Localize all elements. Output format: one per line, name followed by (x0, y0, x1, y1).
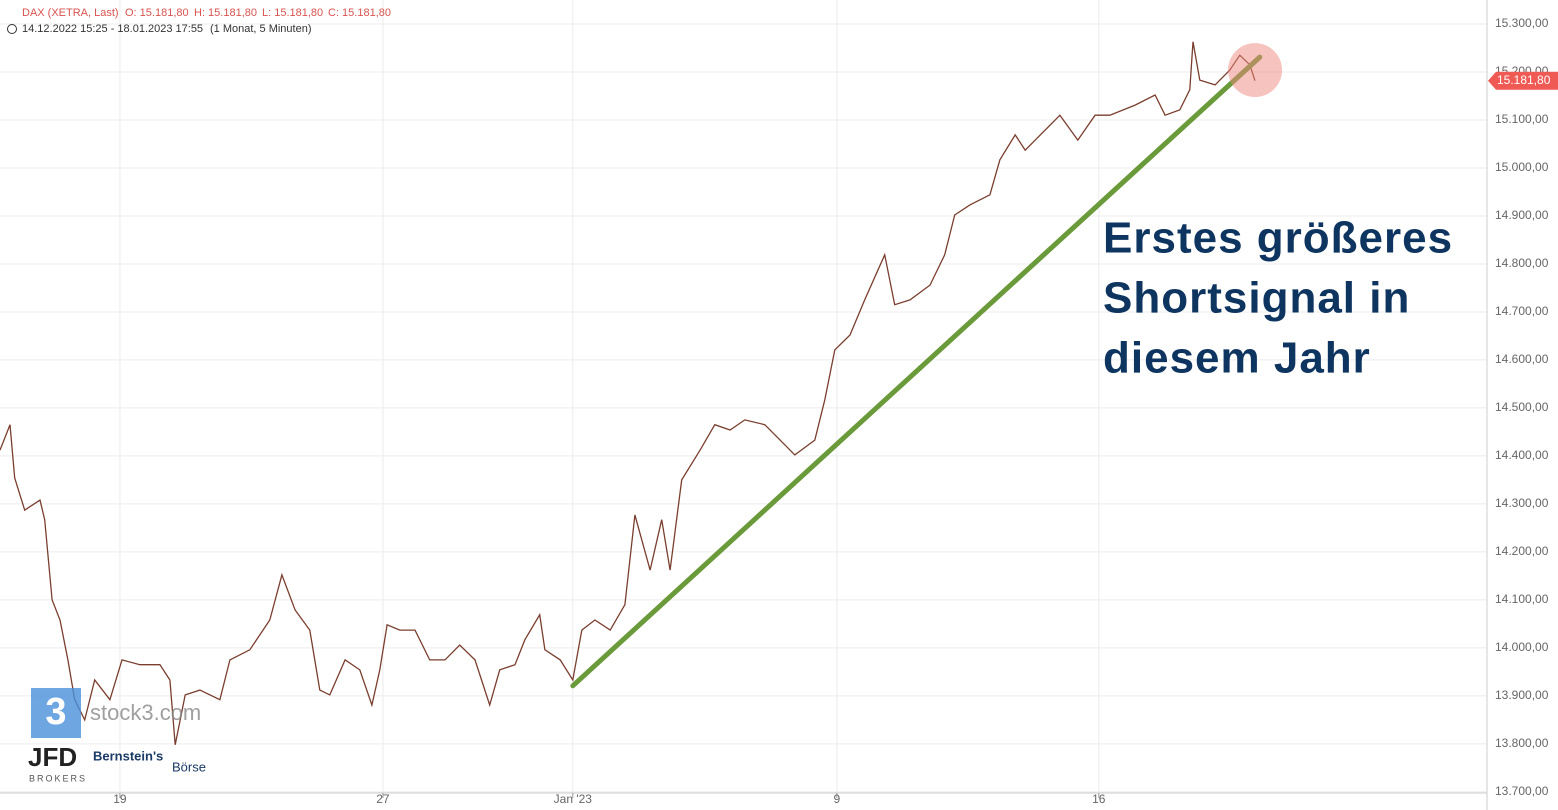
boerse-logo: Börse (172, 759, 206, 774)
y-tick-label: 14.400,00 (1495, 448, 1549, 462)
y-tick-label: 14.700,00 (1495, 304, 1549, 318)
y-tick-label: 15.100,00 (1495, 112, 1549, 126)
last-price-tag (1488, 71, 1558, 90)
y-tick-label: 13.700,00 (1495, 784, 1549, 798)
plot (0, 41, 1283, 745)
y-tick-label: 15.000,00 (1495, 160, 1549, 174)
x-tick-label: 19 (113, 792, 127, 806)
low: L: 15.181,80 (262, 7, 323, 19)
stock3-digit: 3 (45, 691, 66, 733)
annotation-line: Erstes größeres (1103, 214, 1453, 263)
y-tick-label: 14.200,00 (1495, 544, 1549, 558)
y-tick-label: 14.800,00 (1495, 256, 1549, 270)
open: O: 15.181,80 (125, 7, 189, 19)
instrument: DAX (XETRA, Last) (22, 7, 119, 19)
x-tick-label: 27 (376, 792, 390, 806)
high: H: 15.181,80 (194, 7, 257, 19)
date-range: 14.12.2022 15:25 - 18.01.2023 17:55 (22, 23, 203, 35)
grid (0, 0, 1487, 793)
y-tick-label: 13.800,00 (1495, 736, 1549, 750)
trendline (570, 54, 1263, 689)
jfd-logo: JFD (28, 742, 77, 772)
stock3-logo (31, 688, 81, 738)
price-line (0, 41, 1256, 745)
y-tick-label: 14.500,00 (1495, 400, 1549, 414)
x-tick-label: 16 (1092, 792, 1106, 806)
clock-icon (7, 24, 17, 34)
y-tick-label: 14.000,00 (1495, 640, 1549, 654)
y-tick-label: 14.900,00 (1495, 208, 1549, 222)
x-tick-label: 9 (834, 792, 841, 806)
y-tick-label: 14.600,00 (1495, 352, 1549, 366)
y-tick-label: 15.300,00 (1495, 16, 1549, 30)
highlight (1228, 43, 1283, 98)
stock3-text: stock3.com (90, 700, 201, 725)
y-tick-label: 14.100,00 (1495, 592, 1549, 606)
last-price-label: 15.181,80 (1497, 73, 1551, 87)
annotation-line: diesem Jahr (1103, 334, 1371, 383)
annotation-line: Shortsignal in (1103, 274, 1410, 323)
period: (1 Monat, 5 Minuten) (210, 23, 312, 35)
y-tick-label: 14.300,00 (1495, 496, 1549, 510)
close: C: 15.181,80 (328, 7, 391, 19)
x-tick-label: Jan '23 (554, 792, 593, 806)
y-tick-label: 13.900,00 (1495, 688, 1549, 702)
bernstein-logo: Bernstein's (93, 748, 163, 763)
jfd-brokers: BROKERS (29, 773, 87, 783)
